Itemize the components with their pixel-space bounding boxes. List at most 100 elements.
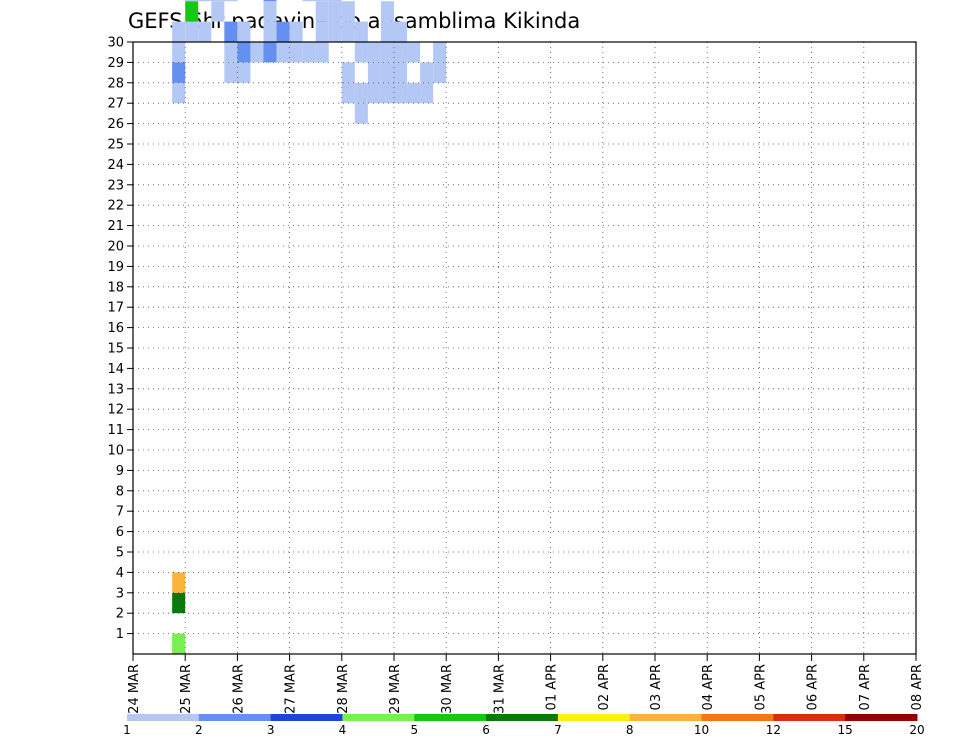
y-tick-label: 19 [107, 260, 124, 275]
colorbar-tick-label: 1 [123, 723, 131, 737]
y-tick-label: 24 [107, 158, 124, 173]
y-tick-label: 16 [107, 321, 124, 336]
precip-cell [394, 62, 408, 83]
precip-cell [172, 572, 186, 593]
colorbar-swatch [557, 714, 631, 721]
colorbar-swatch [773, 714, 846, 721]
precip-cell [289, 21, 303, 42]
colorbar-swatch [270, 714, 343, 721]
precip-cell [341, 21, 355, 42]
precip-cell [315, 42, 329, 63]
precip-cell [367, 62, 381, 83]
precip-cell [224, 62, 238, 83]
x-tick-label: 26 MAR [231, 664, 246, 714]
precip-cell [198, 0, 212, 2]
x-tick-label: 04 APR [701, 664, 716, 710]
precip-cell [315, 21, 329, 42]
precip-cell [394, 42, 408, 63]
y-tick-label: 17 [107, 301, 124, 316]
x-tick-label: 01 APR [545, 664, 560, 710]
precip-cell [354, 42, 368, 63]
y-tick-label: 10 [107, 444, 124, 459]
precip-cell [250, 42, 264, 63]
precip-cell [172, 62, 186, 83]
precip-cell [237, 21, 251, 42]
y-tick-label: 15 [107, 342, 124, 357]
precip-cell [380, 1, 394, 22]
precip-cell [394, 82, 408, 104]
precip-cell [433, 42, 447, 63]
y-axis-ticks: 1234567891011121314151617181920212223242… [107, 36, 133, 642]
y-tick-label: 14 [107, 362, 124, 377]
precip-cell [380, 82, 394, 104]
colorbar-swatch [701, 714, 774, 721]
precip-cell [328, 21, 342, 42]
y-tick-label: 7 [116, 505, 124, 520]
precip-cell [354, 82, 368, 104]
precip-cell [380, 42, 394, 63]
colorbar-legend: 1 2 3 4 5 6 7 8 10 12 15 20 [123, 714, 925, 737]
precip-cell [380, 62, 394, 83]
precip-cell [328, 1, 342, 22]
colorbar-tick-label: 7 [554, 723, 562, 737]
precip-cell [420, 62, 434, 83]
colorbar-tick-label: 2 [195, 723, 203, 737]
precip-cell [341, 1, 355, 22]
precip-cell [185, 1, 199, 22]
precip-cell [224, 0, 238, 2]
precip-cell [172, 42, 186, 63]
y-tick-label: 8 [116, 484, 124, 499]
colorbar-tick-label: 20 [909, 723, 924, 737]
precip-cell [433, 62, 447, 83]
colorbar-tick-label: 6 [482, 723, 490, 737]
y-tick-label: 1 [116, 627, 124, 642]
colorbar-tick-label: 5 [410, 723, 418, 737]
precip-cell [185, 0, 199, 2]
colorbar-tick-label: 15 [838, 723, 853, 737]
precip-cell [276, 42, 290, 63]
y-tick-label: 27 [107, 97, 124, 112]
y-tick-label: 13 [107, 382, 124, 397]
precip-cell [367, 82, 381, 104]
precip-cell [420, 82, 434, 104]
precip-cell [224, 21, 238, 42]
x-tick-label: 25 MAR [179, 664, 194, 714]
precip-cell [211, 1, 225, 22]
precip-cell [224, 42, 238, 63]
y-tick-label: 18 [107, 280, 124, 295]
x-tick-label: 07 APR [858, 664, 873, 710]
precip-cell [172, 592, 186, 614]
colorbar-swatch [629, 714, 703, 721]
precip-cell [341, 62, 355, 83]
plot-grid [133, 42, 916, 654]
y-tick-label: 9 [116, 464, 124, 479]
colorbar-swatch [342, 714, 415, 721]
y-tick-label: 20 [107, 240, 124, 255]
colorbar-swatch [127, 714, 200, 721]
precip-cell [185, 21, 199, 42]
precip-cell [263, 42, 277, 63]
precip-cell [198, 21, 212, 42]
x-tick-label: 24 MAR [127, 664, 142, 714]
precip-cell [380, 21, 394, 42]
precip-cell [172, 633, 186, 654]
x-tick-label: 03 APR [649, 664, 664, 710]
y-tick-label: 11 [107, 423, 124, 438]
precip-cell [289, 42, 303, 63]
x-axis-ticks: 24 MAR 25 MAR 26 MAR 27 MAR 28 MAR 29 MAR 30 M… [127, 654, 925, 714]
y-tick-label: 26 [107, 117, 124, 132]
y-tick-label: 3 [116, 586, 124, 601]
x-tick-label: 28 MAR [336, 664, 351, 714]
precip-cell [407, 42, 421, 63]
precip-cell [354, 103, 368, 124]
precip-cell [172, 82, 186, 104]
precip-cell [276, 21, 290, 42]
precip-cell [315, 0, 329, 2]
colorbar-swatch [414, 714, 487, 721]
y-tick-label: 29 [107, 56, 124, 71]
colorbar-swatch [486, 714, 559, 721]
precip-cell [315, 1, 329, 22]
x-tick-label: 08 APR [910, 664, 925, 710]
y-tick-label: 30 [107, 36, 124, 51]
